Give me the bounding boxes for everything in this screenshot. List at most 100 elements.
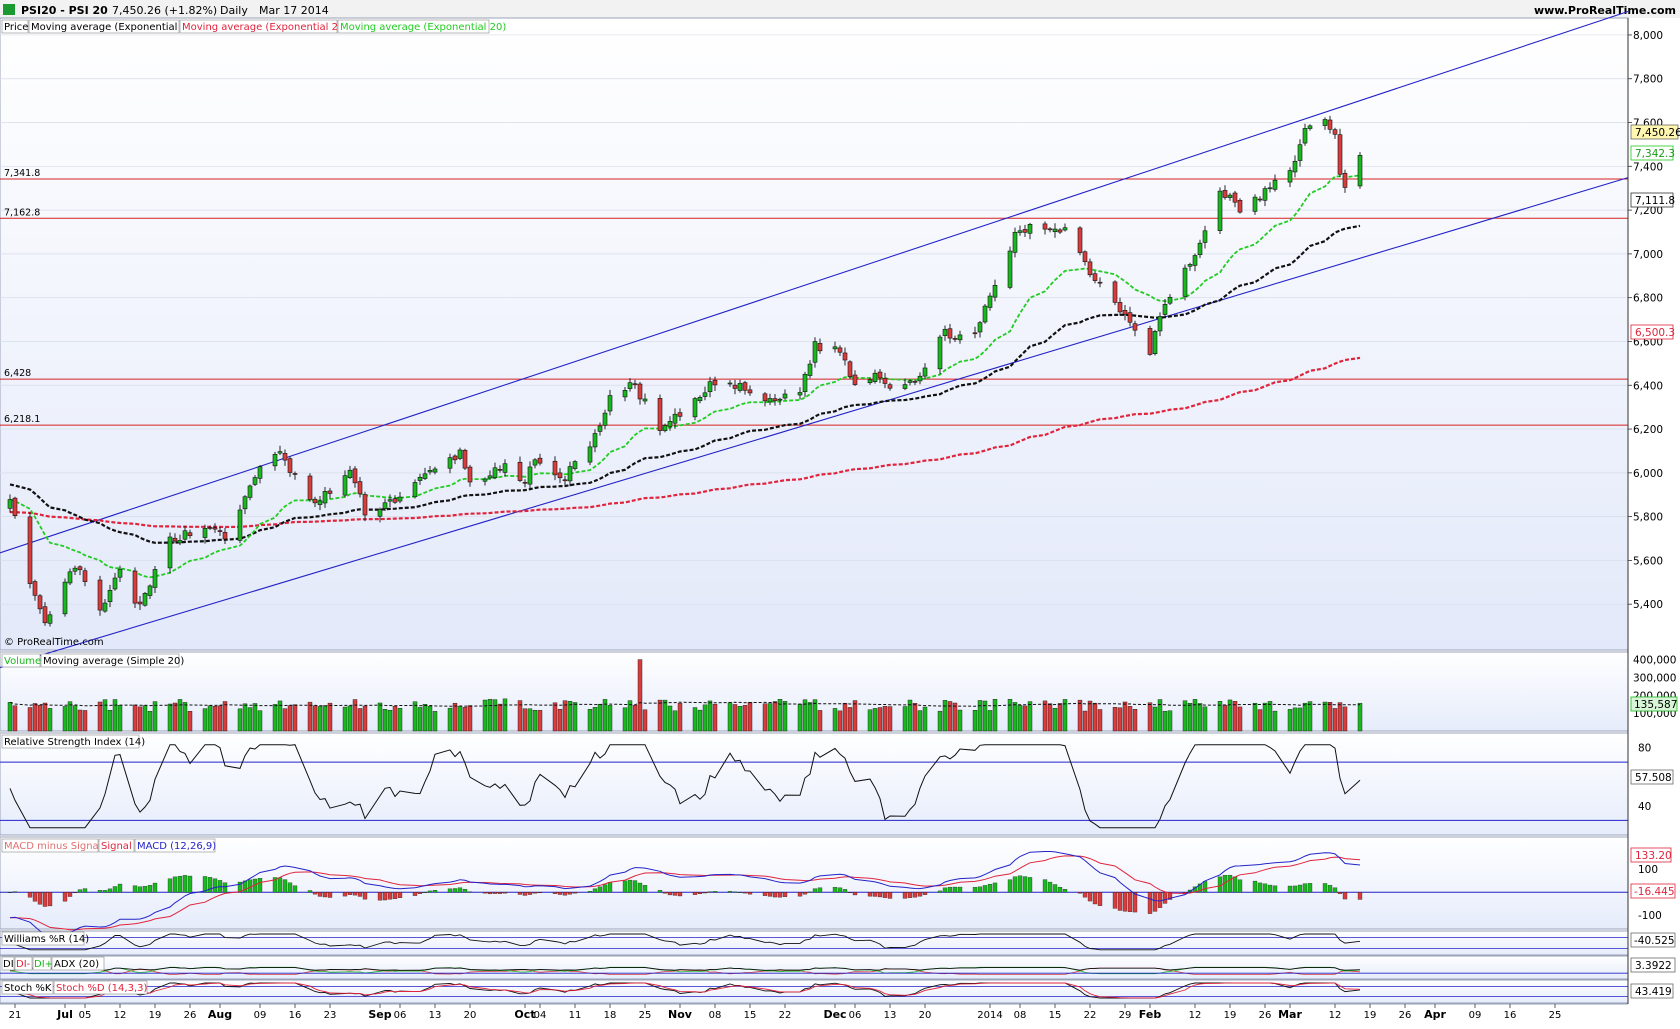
- macd-hist-bar: [777, 892, 783, 898]
- axis-labels: 8,000 7,800 7,600 7,400 7,200 7,000 6,800 6,600…: [9, 18, 1663, 1021]
- candle-body: [1272, 179, 1278, 190]
- volume-bar: [1197, 703, 1203, 732]
- candle-body: [1327, 119, 1333, 130]
- volume-bar: [82, 710, 88, 732]
- volume-bar: [762, 703, 768, 732]
- volume-bar: [1302, 702, 1308, 732]
- macd-hist-bar: [872, 892, 878, 897]
- macd-hist-bar: [1047, 881, 1053, 893]
- macd-hist-bar: [572, 892, 578, 894]
- candle-body: [207, 527, 213, 529]
- volume-bar: [42, 702, 48, 732]
- volume-bar: [357, 708, 363, 732]
- candle-body: [307, 475, 313, 500]
- macd-hist-bar: [1092, 892, 1098, 905]
- volume-bar: [312, 705, 318, 732]
- candle-body: [937, 336, 943, 370]
- x-tick-label: Jul: [56, 1008, 73, 1021]
- volume-tick-label: 400,000: [1633, 655, 1676, 667]
- candle-body: [972, 332, 978, 335]
- williams-legend: Williams %R (14): [1, 931, 89, 946]
- volume-bar: [1027, 701, 1033, 732]
- candle-body: [562, 479, 568, 482]
- volume-bar: [847, 707, 853, 732]
- ema200-value-label: 6,500.3: [1635, 327, 1675, 339]
- candle-body: [957, 334, 963, 341]
- volume-bar: [877, 707, 883, 732]
- candle-body: [1217, 190, 1223, 231]
- macd-hist-bar: [1167, 892, 1173, 900]
- macd-line: [9, 851, 1361, 938]
- candle-body: [1167, 296, 1173, 304]
- candle-body: [907, 380, 913, 383]
- macd-hist-bar: [292, 885, 298, 893]
- macd-hist-bar: [1342, 892, 1348, 900]
- macd-hist-bar: [942, 887, 948, 893]
- volume-bar: [397, 707, 403, 732]
- volume-bar: [1022, 705, 1028, 732]
- x-tick-label: 26: [1399, 1010, 1412, 1021]
- x-tick-label: 09: [1469, 1010, 1482, 1021]
- candle-body: [1147, 328, 1153, 355]
- volume-bar: [1047, 703, 1053, 732]
- candle-body: [292, 473, 298, 475]
- volume-bar: [1127, 706, 1133, 732]
- site-link[interactable]: www.ProRealTime.com: [1534, 4, 1676, 17]
- macd-hist-bar: [727, 891, 733, 893]
- candle-body: [602, 412, 608, 426]
- candle-body: [922, 367, 928, 377]
- williams-value-box: -40.525: [1630, 932, 1676, 948]
- macd-hist-bar: [342, 892, 348, 897]
- candle-body: [1267, 187, 1273, 190]
- candle-body: [377, 509, 383, 517]
- volume-bar: [152, 701, 158, 732]
- macd-hist-bar: [47, 892, 53, 907]
- macd-hist-bar: [1017, 875, 1023, 893]
- candle-body: [742, 382, 748, 391]
- price-legend: Price Moving average (Exponential 50) Mo…: [1, 19, 506, 34]
- candle-body: [707, 381, 713, 393]
- macd-hist-bar: [742, 892, 748, 894]
- macd-hist-bar: [1057, 887, 1063, 893]
- candle-body: [1092, 273, 1098, 281]
- macd-hist-bar: [1287, 885, 1293, 893]
- macd-hist-bar: [902, 892, 908, 899]
- price-tick-label: 5,800: [1633, 512, 1663, 524]
- candle-body: [112, 577, 118, 590]
- candle-body: [1042, 223, 1048, 230]
- volume-bar: [287, 705, 293, 732]
- volume-bar: [1202, 706, 1208, 732]
- x-tick-label: 13: [884, 1010, 897, 1021]
- macd-hist-bar: [182, 875, 188, 893]
- volume-bar: [742, 705, 748, 732]
- candle-body: [72, 567, 78, 572]
- macd-hist-bar: [782, 892, 788, 897]
- macd-hist-bar: [1292, 885, 1298, 893]
- volume-bar: [727, 702, 733, 732]
- macd-hist-bar: [677, 892, 683, 897]
- stoch-panel: [0, 979, 1629, 1004]
- macd-hist-bar: [1127, 892, 1133, 912]
- volume-bar: [327, 702, 333, 732]
- volume-bar: [292, 704, 298, 732]
- macd-hist-bar: [1227, 874, 1233, 893]
- volume-bar: [1322, 701, 1328, 732]
- macd-hist-bar: [317, 892, 323, 897]
- volume-bar: [772, 701, 778, 732]
- macd-hist-bar: [1117, 892, 1123, 911]
- candle-body: [802, 373, 808, 392]
- macd-tick-label: -100: [1638, 910, 1662, 922]
- volume-bar: [1162, 710, 1168, 732]
- candle-body: [912, 381, 918, 383]
- macd-hist-bar: [82, 888, 88, 893]
- volume-bar: [1017, 705, 1023, 732]
- volume-bar: [767, 703, 773, 732]
- x-tick-label: 06: [394, 1010, 407, 1021]
- candle-body: [902, 384, 908, 389]
- volume-bar: [712, 703, 718, 732]
- candle-body: [587, 446, 593, 463]
- candle-body: [1162, 304, 1168, 315]
- legend-ema200: Moving average (Exponential 200): [182, 22, 355, 33]
- volume-bar: [187, 711, 193, 732]
- volume-bar: [1077, 699, 1083, 732]
